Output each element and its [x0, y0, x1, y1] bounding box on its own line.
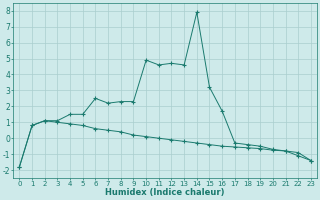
X-axis label: Humidex (Indice chaleur): Humidex (Indice chaleur): [105, 188, 225, 197]
